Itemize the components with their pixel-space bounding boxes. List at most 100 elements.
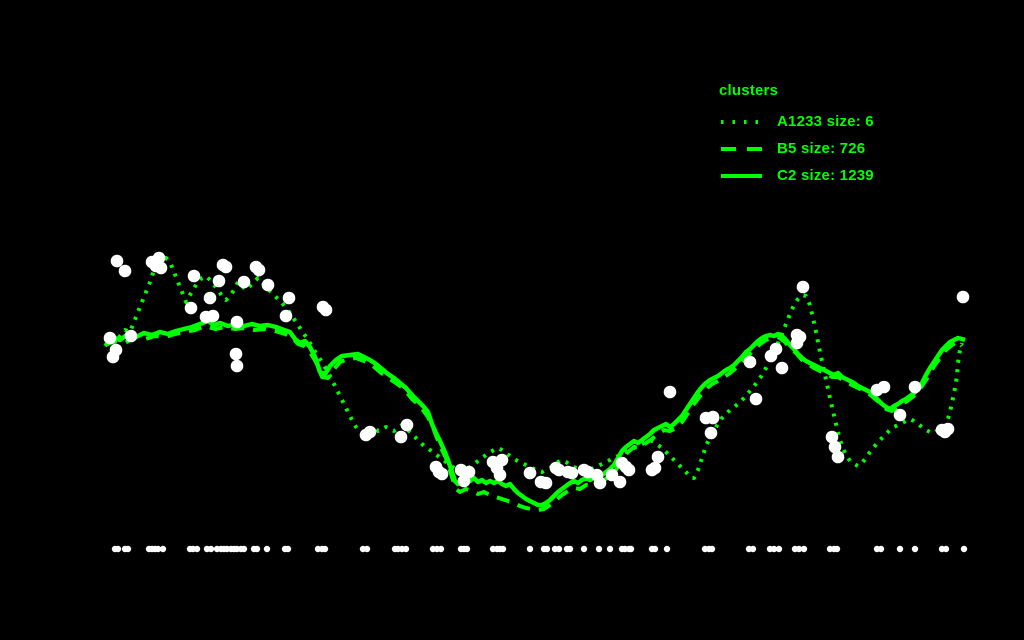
data-point (706, 410, 720, 424)
data-point (828, 440, 842, 454)
data-point (252, 263, 266, 277)
rug-point (154, 545, 162, 553)
rug-point (555, 545, 563, 553)
rug-point (833, 545, 841, 553)
data-point (400, 418, 414, 432)
data-point (261, 278, 275, 292)
legend-item-b5: B5 size: 726 (718, 135, 874, 162)
data-point (124, 329, 138, 343)
data-point (493, 468, 507, 482)
rug-point (207, 545, 215, 553)
data-point (651, 450, 665, 464)
rug-point (193, 545, 201, 553)
rug-point (606, 545, 614, 553)
data-point (118, 264, 132, 278)
data-point (908, 380, 922, 394)
rug-point (499, 545, 507, 553)
rug-point (159, 545, 167, 553)
dashed-line-swatch-icon (721, 146, 762, 151)
data-point (743, 355, 757, 369)
data-point (103, 331, 117, 345)
rug-point (580, 545, 588, 553)
data-point (152, 251, 166, 265)
rug-point (363, 545, 371, 553)
rug-point (526, 545, 534, 553)
data-point (184, 301, 198, 315)
data-point (203, 291, 217, 305)
rug-point (114, 545, 122, 553)
rug-point (800, 545, 808, 553)
data-point (565, 466, 579, 480)
data-point (106, 350, 120, 364)
rug-point (795, 545, 803, 553)
data-point (775, 361, 789, 375)
data-point (831, 450, 845, 464)
data-point (319, 303, 333, 317)
legend-label: C2 size: 1239 (777, 167, 874, 184)
rug-point (942, 545, 950, 553)
rug-point (749, 545, 757, 553)
data-point (523, 466, 537, 480)
data-point (279, 309, 293, 323)
rug-point (543, 545, 551, 553)
legend: clusters A1233 size: 6 B5 size: 726 C2 s… (718, 82, 874, 189)
data-point (796, 280, 810, 294)
data-point (593, 476, 607, 490)
rug-point (708, 545, 716, 553)
data-point (495, 453, 509, 467)
data-point (206, 309, 220, 323)
legend-label: B5 size: 726 (777, 140, 866, 157)
data-point (941, 422, 955, 436)
data-point (363, 425, 377, 439)
rug-point (663, 545, 671, 553)
data-point (237, 275, 251, 289)
data-point (825, 430, 839, 444)
legend-item-c2: C2 size: 1239 (718, 162, 874, 189)
rug-point (896, 545, 904, 553)
rug-point (960, 545, 968, 553)
rug-point (627, 545, 635, 553)
data-point (394, 430, 408, 444)
rug-point (651, 545, 659, 553)
data-point (793, 330, 807, 344)
rug-point (321, 545, 329, 553)
rug-point (595, 545, 603, 553)
series-line-b5 (104, 324, 964, 512)
rug-point (877, 545, 885, 553)
rug-point (124, 545, 132, 553)
rug-point (566, 545, 574, 553)
data-point (613, 475, 627, 489)
rug-point (463, 545, 471, 553)
data-point (749, 392, 763, 406)
rug-point (911, 545, 919, 553)
data-point (154, 261, 168, 275)
legend-item-a1233: A1233 size: 6 (718, 108, 874, 135)
data-point (212, 274, 226, 288)
data-point (230, 359, 244, 373)
data-point (877, 380, 891, 394)
data-point (229, 347, 243, 361)
rug-point (770, 545, 778, 553)
data-point (462, 465, 476, 479)
solid-line-swatch-icon (721, 173, 762, 178)
data-point (110, 254, 124, 268)
data-point (622, 463, 636, 477)
rug-point (263, 545, 271, 553)
data-point (956, 290, 970, 304)
data-point (187, 269, 201, 283)
data-point (219, 260, 233, 274)
rug-point (775, 545, 783, 553)
data-point (663, 385, 677, 399)
rug-point (402, 545, 410, 553)
data-point (230, 315, 244, 329)
rug-point (284, 545, 292, 553)
data-point (769, 342, 783, 356)
legend-title: clusters (719, 82, 779, 99)
data-point (704, 426, 718, 440)
dotted-line-swatch-icon (721, 119, 762, 124)
rug-point (240, 545, 248, 553)
data-point (893, 408, 907, 422)
legend-label: A1233 size: 6 (777, 113, 874, 130)
